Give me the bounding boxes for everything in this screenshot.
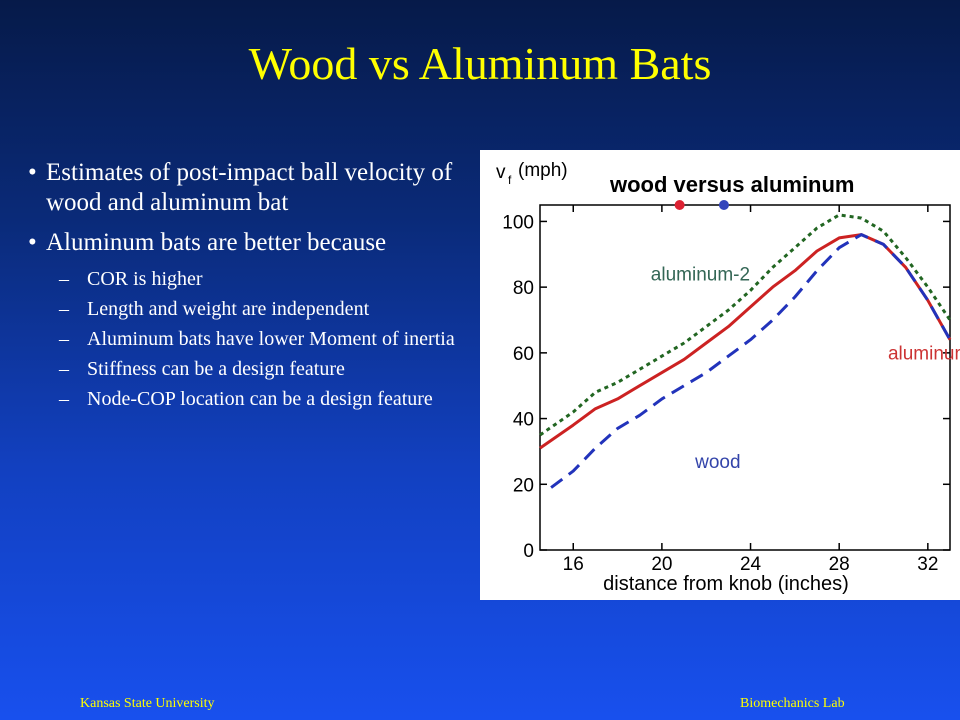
series-label-aluminum-1: aluminum-1: [888, 343, 960, 364]
dash-marker: –: [59, 268, 69, 290]
dash-marker: –: [59, 358, 69, 380]
y-tick-label: 20: [513, 475, 534, 496]
bullet-item: • Aluminum bats are better because: [28, 228, 468, 258]
y-axis-label: v: [496, 162, 506, 183]
line-chart: v f (mph) wood versus aluminum distance …: [496, 160, 960, 595]
dash-marker: –: [59, 388, 69, 410]
y-tick-label: 60: [513, 344, 534, 365]
sub-bullet-text: Length and weight are independent: [87, 298, 370, 320]
x-tick-label: 20: [651, 554, 672, 575]
sub-bullet-text: Stiffness can be a design feature: [87, 358, 345, 380]
footer-left: Kansas State University: [80, 696, 215, 711]
y-tick-label: 40: [513, 410, 534, 431]
x-tick-label: 28: [829, 554, 850, 575]
sub-bullet-item: – Stiffness can be a design feature: [28, 358, 468, 381]
bullet-marker: •: [28, 159, 37, 186]
chart-panel: v f (mph) wood versus aluminum distance …: [480, 150, 960, 600]
x-axis-label: distance from knob (inches): [603, 573, 849, 595]
dash-marker: –: [59, 328, 69, 350]
sub-bullet-text: COR is higher: [87, 268, 203, 290]
sub-bullet-text: Aluminum bats have lower Moment of inert…: [87, 328, 455, 350]
marker-dot: [674, 200, 685, 210]
y-axis-label-subscript: f: [508, 173, 512, 187]
sub-bullet-item: – Length and weight are independent: [28, 298, 468, 321]
bullet-list: • Estimates of post-impact ball velocity…: [28, 158, 468, 418]
x-tick-label: 16: [563, 554, 584, 575]
series-label-wood: wood: [694, 452, 740, 473]
footer-right: Biomechanics Lab: [740, 696, 845, 711]
y-tick-label: 100: [502, 212, 534, 233]
bullet-marker: •: [28, 229, 37, 256]
dash-marker: –: [59, 298, 69, 320]
x-tick-label: 32: [917, 554, 938, 575]
chart-title: wood versus aluminum: [609, 172, 855, 197]
series-line-wood: [550, 233, 952, 489]
series-line-aluminum-2: [539, 213, 952, 437]
sub-bullet-item: – Node-COP location can be a design feat…: [28, 388, 468, 411]
series-label-aluminum-2: aluminum-2: [651, 265, 750, 286]
x-tick-label: 24: [740, 554, 762, 575]
sub-bullet-item: – Aluminum bats have lower Moment of ine…: [28, 328, 468, 351]
sub-bullet-text: Node-COP location can be a design featur…: [87, 388, 433, 410]
bullet-text: Aluminum bats are better because: [46, 229, 387, 256]
y-tick-label: 80: [513, 278, 534, 299]
plot-frame: [539, 204, 951, 551]
bullet-item: • Estimates of post-impact ball velocity…: [28, 158, 468, 218]
y-axis-unit: (mph): [518, 160, 568, 181]
y-tick-label: 0: [523, 541, 534, 562]
bullet-text: Estimates of post-impact ball velocity o…: [46, 159, 453, 216]
marker-dot: [718, 200, 729, 210]
sub-bullet-item: – COR is higher: [28, 268, 468, 291]
slide-title: Wood vs Aluminum Bats: [248, 38, 712, 89]
